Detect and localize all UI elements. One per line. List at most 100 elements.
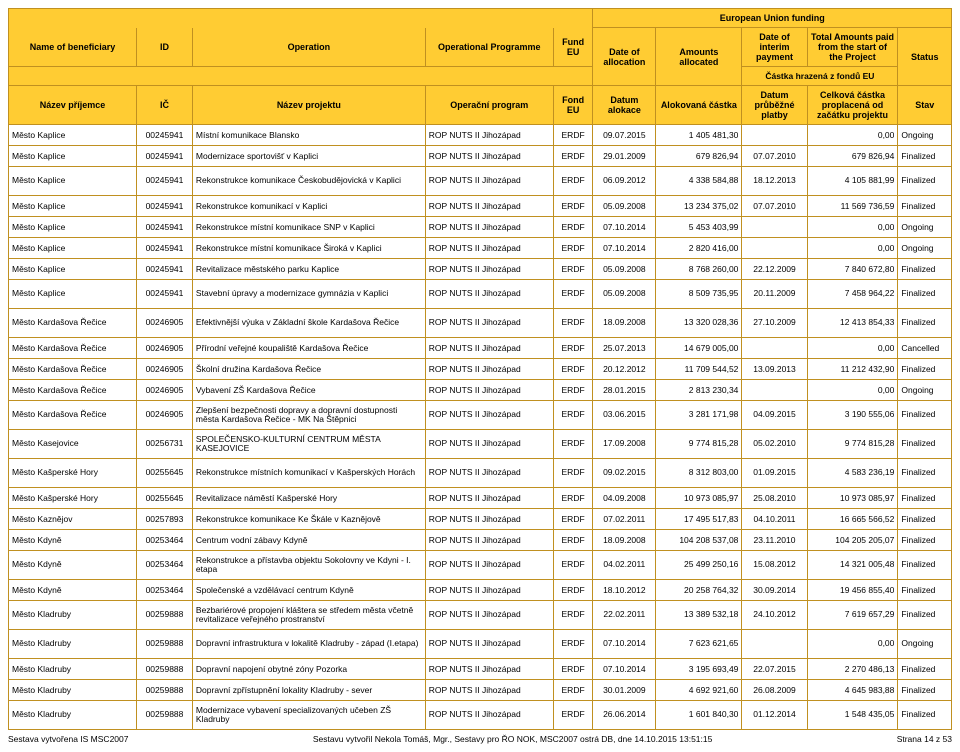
fund-cell: ERDF [553, 580, 593, 601]
date-alloc-cell: 09.02.2015 [593, 459, 656, 488]
amount-cell: 9 774 815,28 [656, 430, 742, 459]
beneficiary-cell: Město Kladruby [9, 680, 137, 701]
total-paid-cell: 3 190 555,06 [807, 401, 898, 430]
status-cell: Finalized [898, 146, 952, 167]
programme-cell: ROP NUTS II Jihozápad [425, 459, 553, 488]
date-alloc-cell: 05.09.2008 [593, 259, 656, 280]
hdr-cz-status: Stav [898, 86, 952, 125]
programme-cell: ROP NUTS II Jihozápad [425, 488, 553, 509]
status-cell: Finalized [898, 530, 952, 551]
date-alloc-cell: 07.02.2011 [593, 509, 656, 530]
hdr-spacer [9, 9, 593, 28]
beneficiary-cell: Město Kdyně [9, 580, 137, 601]
amount-cell: 13 320 028,36 [656, 309, 742, 338]
id-cell: 00253464 [137, 530, 193, 551]
operation-cell: Stavební úpravy a modernizace gymnázia v… [192, 280, 425, 309]
total-paid-cell: 11 212 432,90 [807, 359, 898, 380]
amount-cell: 11 709 544,52 [656, 359, 742, 380]
amount-cell: 13 389 532,18 [656, 601, 742, 630]
table-row: Město Kdyně00253464Společenské a vzděláv… [9, 580, 952, 601]
fund-cell: ERDF [553, 488, 593, 509]
beneficiary-cell: Město Kardašova Řečice [9, 309, 137, 338]
programme-cell: ROP NUTS II Jihozápad [425, 280, 553, 309]
id-cell: 00245941 [137, 259, 193, 280]
beneficiary-cell: Město Kardašova Řečice [9, 401, 137, 430]
operation-cell: Rekonstrukce komunikací v Kaplici [192, 196, 425, 217]
programme-cell: ROP NUTS II Jihozápad [425, 359, 553, 380]
status-cell: Finalized [898, 701, 952, 730]
operation-cell: Přírodní veřejné koupaliště Kardašova Ře… [192, 338, 425, 359]
programme-cell: ROP NUTS II Jihozápad [425, 601, 553, 630]
date-alloc-cell: 17.09.2008 [593, 430, 656, 459]
programme-cell: ROP NUTS II Jihozápad [425, 401, 553, 430]
table-row: Město Kašperské Hory00255645Rekonstrukce… [9, 459, 952, 488]
hdr-spacer2 [9, 67, 593, 86]
table-row: Město Kaplice00245941Rekonstrukce místní… [9, 238, 952, 259]
footer-left: Sestava vytvořena IS MSC2007 [8, 734, 128, 744]
status-cell: Finalized [898, 659, 952, 680]
interim-cell: 01.09.2015 [742, 459, 807, 488]
interim-cell [742, 125, 807, 146]
beneficiary-cell: Město Kladruby [9, 659, 137, 680]
beneficiary-cell: Město Kdyně [9, 551, 137, 580]
status-cell: Finalized [898, 509, 952, 530]
interim-cell [742, 630, 807, 659]
operation-cell: Dopravní zpřístupnění lokality Kladruby … [192, 680, 425, 701]
beneficiary-cell: Město Kaznějov [9, 509, 137, 530]
beneficiary-cell: Město Kaplice [9, 259, 137, 280]
beneficiary-cell: Město Kaplice [9, 167, 137, 196]
amount-cell: 3 281 171,98 [656, 401, 742, 430]
fund-cell: ERDF [553, 701, 593, 730]
amount-cell: 10 973 085,97 [656, 488, 742, 509]
amount-cell: 7 623 621,65 [656, 630, 742, 659]
id-cell: 00246905 [137, 359, 193, 380]
total-paid-cell: 4 645 983,88 [807, 680, 898, 701]
interim-cell [742, 238, 807, 259]
table-row: Město Kardašova Řečice00246905Přírodní v… [9, 338, 952, 359]
beneficiary-cell: Město Kaplice [9, 280, 137, 309]
status-cell: Finalized [898, 259, 952, 280]
operation-cell: Revitalizace městského parku Kaplice [192, 259, 425, 280]
total-paid-cell: 7 619 657,29 [807, 601, 898, 630]
interim-cell: 07.07.2010 [742, 196, 807, 217]
footer-right: Strana 14 z 53 [897, 734, 952, 744]
fund-cell: ERDF [553, 280, 593, 309]
beneficiary-cell: Město Kladruby [9, 630, 137, 659]
table-row: Město Kardašova Řečice00246905Vybavení Z… [9, 380, 952, 401]
id-cell: 00253464 [137, 580, 193, 601]
interim-cell: 22.12.2009 [742, 259, 807, 280]
interim-cell: 13.09.2013 [742, 359, 807, 380]
beneficiary-cell: Město Kaplice [9, 125, 137, 146]
date-alloc-cell: 07.10.2014 [593, 238, 656, 259]
beneficiary-cell: Město Kaplice [9, 238, 137, 259]
date-alloc-cell: 04.02.2011 [593, 551, 656, 580]
id-cell: 00245941 [137, 280, 193, 309]
date-alloc-cell: 18.09.2008 [593, 309, 656, 338]
beneficiary-cell: Město Kladruby [9, 601, 137, 630]
beneficiary-cell: Město Kardašova Řečice [9, 380, 137, 401]
operation-cell: Bezbariérové propojení kláštera se střed… [192, 601, 425, 630]
fund-cell: ERDF [553, 551, 593, 580]
operation-cell: Rekonstrukce komunikace Českobudějovická… [192, 167, 425, 196]
fund-cell: ERDF [553, 659, 593, 680]
hdr-cz-sub: Částka hrazená z fondů EU [742, 67, 898, 86]
hdr-en-status: Status [898, 28, 952, 86]
operation-cell: SPOLEČENSKO-KULTURNÍ CENTRUM MĚSTA KASEJ… [192, 430, 425, 459]
total-paid-cell: 19 456 855,40 [807, 580, 898, 601]
amount-cell: 2 813 230,34 [656, 380, 742, 401]
beneficiary-cell: Město Kardašova Řečice [9, 359, 137, 380]
hdr-en-operation: Operation [192, 28, 425, 67]
amount-cell: 1 405 481,30 [656, 125, 742, 146]
date-alloc-cell: 25.07.2013 [593, 338, 656, 359]
fund-cell: ERDF [553, 217, 593, 238]
interim-cell [742, 380, 807, 401]
fund-cell: ERDF [553, 238, 593, 259]
date-alloc-cell: 05.09.2008 [593, 280, 656, 309]
beneficiary-cell: Město Kaplice [9, 146, 137, 167]
total-paid-cell: 12 413 854,33 [807, 309, 898, 338]
date-alloc-cell: 05.09.2008 [593, 196, 656, 217]
operation-cell: Rekonstrukce místních komunikací v Kašpe… [192, 459, 425, 488]
programme-cell: ROP NUTS II Jihozápad [425, 146, 553, 167]
interim-cell: 04.10.2011 [742, 509, 807, 530]
fund-cell: ERDF [553, 509, 593, 530]
